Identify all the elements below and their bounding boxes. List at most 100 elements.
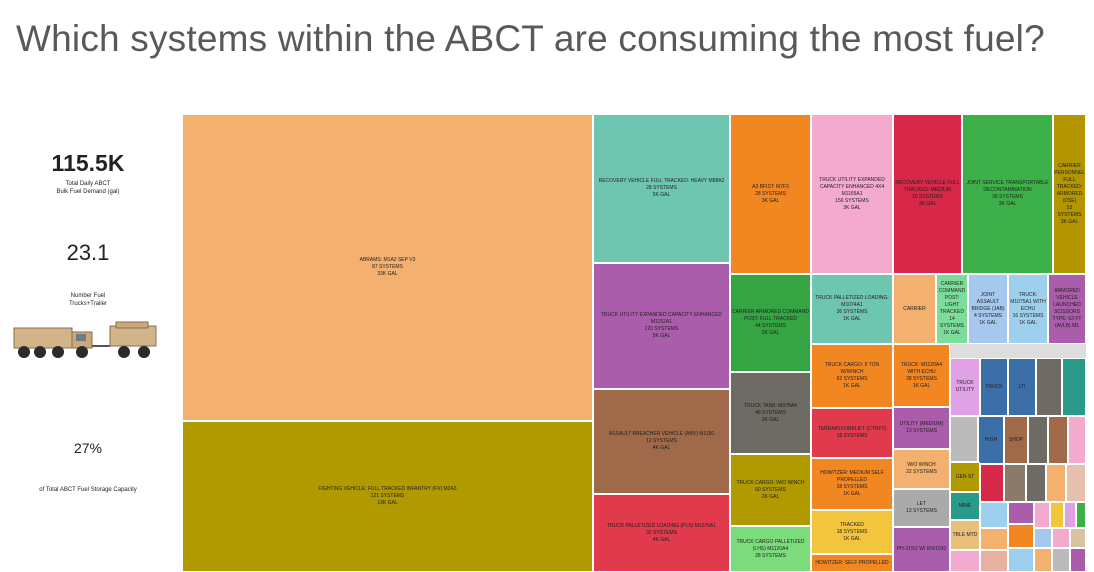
treemap-cell[interactable]: TRUCK — [980, 358, 1008, 416]
treemap-cell-small[interactable] — [980, 502, 1008, 528]
treemap-cell[interactable]: TRUCK CARGO PALLETIZED (LHS) M1120A4 28 … — [730, 526, 811, 572]
fuel-treemap: ABRAMS: M1A2 SEP V3 87 systems 33K gal FI… — [182, 114, 1086, 572]
treemap-cell-label: MINE — [958, 502, 972, 509]
fuel-truck-trailer-icon — [13, 321, 157, 358]
treemap-cell[interactable]: RECOVERY VEHICLE FULL TRACKED: HEAVY M88… — [593, 114, 730, 263]
treemap-cell-small[interactable] — [1028, 416, 1048, 464]
treemap-cell-label: TRUCK UTILITY EXPANDED CAPACITY ENHANCED… — [819, 176, 885, 211]
treemap-cell[interactable]: TRUCK PALLETIZED LOADING (PLS) M1075A1 3… — [593, 494, 730, 572]
treemap-cell-small[interactable] — [1052, 528, 1070, 548]
treemap-cell-label: LET 13 systems — [906, 501, 937, 514]
treemap-cell-small[interactable] — [1004, 464, 1026, 502]
treemap-cell[interactable]: RECOVERY VEHICLE FULL TRACKED: MEDIUM 16… — [893, 114, 962, 274]
treemap-cell-label: JOINT SERVICE TRANSPORTABLE DECONTAMINAT… — [966, 180, 1049, 207]
treemap-cell-small[interactable] — [950, 416, 978, 462]
treemap-cell-small[interactable] — [1034, 548, 1052, 572]
treemap-cell-label: HIGH — [984, 436, 998, 443]
treemap-cell[interactable]: CARRIER PERSONNEL FULL TRACKED: ARMORED … — [1053, 114, 1086, 274]
treemap-cell[interactable]: TERRAIN FORKLIFT (CTRFT) 18 systems — [811, 408, 893, 458]
treemap-cell-small[interactable] — [1026, 464, 1046, 502]
treemap-cell-small[interactable] — [1036, 358, 1062, 416]
treemap-cell-label: ARMORED VEHICLE LAUNCHED SCISSORS TYPE: … — [1052, 288, 1082, 329]
treemap-cell-small[interactable] — [1052, 548, 1070, 572]
treemap-cell[interactable]: TRUCK TANK: M978A4 48 systems 2K gal — [730, 372, 811, 454]
treemap-cell-small[interactable] — [1066, 464, 1086, 502]
treemap-cell-small[interactable] — [950, 550, 980, 572]
treemap-cell-label: ASSAULT BREACHER VEHICLE (ABV) M1150 12 … — [608, 431, 715, 451]
treemap-cell[interactable]: LET 13 systems — [893, 489, 950, 527]
treemap-cell-label: CARRIER ARMORED COMMAND POST: FULL TRACK… — [732, 309, 809, 336]
treemap-cell-label: TRACKED 18 systems 1K gal — [836, 521, 868, 542]
treemap-cell-small[interactable] — [1050, 502, 1064, 528]
treemap-cell-label: TRUCK PALLETIZED LOADING: M1074A1 36 sys… — [815, 295, 889, 322]
treemap-cell-small[interactable] — [1070, 548, 1086, 572]
treemap-cell-label: UTILITY (MEDIUM) 13 systems — [899, 421, 944, 434]
treemap-cell-small[interactable] — [1048, 416, 1068, 464]
treemap-cell[interactable]: MINE — [950, 492, 980, 520]
treemap-cell-small[interactable] — [1008, 548, 1034, 572]
treemap-cell[interactable]: HIGH — [978, 416, 1004, 464]
treemap-cell-label: TRUCK — [985, 383, 1003, 390]
treemap-cell-label: JOINT ASSAULT BRIDGE (JAB) 4 systems 1K … — [971, 291, 1005, 326]
treemap-cell-label: TRUCK CARGO: 5 TON W/WINCH 62 systems 1K… — [824, 362, 880, 389]
treemap-cell-small[interactable] — [1008, 524, 1034, 548]
treemap-cell-small[interactable] — [1008, 502, 1034, 524]
treemap-cell-small[interactable] — [1068, 416, 1086, 464]
kpi-storage-capacity-value: 27% — [73, 440, 103, 456]
treemap-cell[interactable]: TRUCK PALLETIZED LOADING: M1074A1 36 sys… — [811, 274, 893, 344]
treemap-cell[interactable]: A3 BFIST: M7F3 28 systems 3K gal — [730, 114, 811, 274]
kpi-total-demand-value: 115.5K — [51, 150, 125, 176]
treemap-cell[interactable]: ASSAULT BREACHER VEHICLE (ABV) M1150 12 … — [593, 389, 730, 494]
treemap-cell[interactable]: HOWITZER: SELF PROPELLED — [811, 554, 893, 572]
treemap-cell-small[interactable] — [1034, 502, 1050, 528]
treemap-cell[interactable]: CARRIER ARMORED COMMAND POST: FULL TRACK… — [730, 274, 811, 372]
treemap-cell[interactable]: ABRAMS: M1A2 SEP V3 87 systems 33K gal — [182, 114, 593, 421]
treemap-cell[interactable]: TRUCK UTILITY EXPANDED CAPACITY ENHANCED… — [811, 114, 893, 274]
treemap-cell[interactable]: JOINT SERVICE TRANSPORTABLE DECONTAMINAT… — [962, 114, 1053, 274]
treemap-cell[interactable]: TRUCK UTILITY — [950, 358, 980, 416]
treemap-cell-small[interactable] — [1062, 358, 1086, 416]
kpi-fuel-trucks-value: 23.1 — [66, 240, 110, 265]
treemap-cell-label: TRUCK: M1120A4 WITH ECHU 28 systems 1K g… — [900, 361, 943, 389]
treemap-cell[interactable]: JOINT ASSAULT BRIDGE (JAB) 4 systems 1K … — [968, 274, 1008, 344]
treemap-cell-label: FIGHTING VEHICLE: FULL TRACKED INFANTRY … — [318, 486, 457, 506]
treemap-cell[interactable]: W/O WINCH 22 systems — [893, 449, 950, 489]
treemap-cell[interactable]: CARRIER — [893, 274, 936, 344]
treemap-cell-label: CARRIER — [903, 305, 926, 312]
treemap-cell-small[interactable] — [980, 550, 1008, 572]
treemap-cell[interactable]: TRUCK CARGO: W/O WINCH 60 systems 2K gal — [730, 454, 811, 526]
treemap-cell[interactable]: CARRIER COMMAND POST: LIGHT TRACKED 14 s… — [936, 274, 968, 344]
treemap-cell-small[interactable] — [1034, 528, 1052, 548]
treemap-cell-small[interactable] — [1046, 464, 1066, 502]
treemap-cell-label: RECOVERY VEHICLE FULL TRACKED: MEDIUM 16… — [895, 180, 960, 207]
treemap-cell[interactable]: TBLE MTD — [950, 520, 980, 550]
treemap-cell-label: A3 BFIST: M7F3 28 systems 3K gal — [752, 183, 789, 204]
treemap-cell[interactable]: UTILITY (MEDIUM) 13 systems — [893, 407, 950, 449]
treemap-cell[interactable]: TRUCK: M1120A4 WITH ECHU 28 systems 1K g… — [893, 344, 950, 407]
treemap-cell-label: CARRIER COMMAND POST: LIGHT TRACKED 14 s… — [938, 281, 966, 336]
treemap-cell-label: RECOVERY VEHICLE FULL TRACKED: HEAVY M88… — [598, 178, 725, 198]
treemap-cell-label: TBLE MTD — [952, 531, 978, 538]
treemap-cell[interactable]: SHOP — [1004, 416, 1028, 464]
treemap-cell[interactable]: ARMORED VEHICLE LAUNCHED SCISSORS TYPE: … — [1048, 274, 1086, 344]
treemap-cell[interactable]: TRUCK CARGO: 5 TON W/WINCH 62 systems 1K… — [811, 344, 893, 408]
treemap-cell[interactable]: FIGHTING VEHICLE: FULL TRACKED INFANTRY … — [182, 421, 593, 572]
treemap-cell-label: HOWITZER: MEDIUM SELF PROPELLED 18 syste… — [820, 470, 884, 497]
kpi-total-demand-label: Total Daily ABCT Bulk Fuel Demand (gal) — [56, 181, 120, 195]
treemap-cell[interactable]: HOWITZER: MEDIUM SELF PROPELLED 18 syste… — [811, 458, 893, 510]
treemap-cell-small[interactable] — [1064, 502, 1076, 528]
treemap-cell[interactable]: PH-215/2 W/ KN/1030 — [893, 527, 950, 572]
treemap-cell-small[interactable] — [980, 464, 1004, 502]
treemap-cell[interactable]: TRACKED 18 systems 1K gal — [811, 510, 893, 554]
treemap-cell-label: TRUCK TANK: M978A4 48 systems 2K gal — [744, 402, 797, 423]
treemap-cell[interactable]: TRUCK: M1075A1 WITH ECHU 16 systems 1K g… — [1008, 274, 1048, 344]
treemap-cell-small[interactable] — [980, 528, 1008, 550]
treemap-cell-label: TRUCK: M1075A1 WITH ECHU 16 systems 1K g… — [1010, 291, 1046, 326]
treemap-cell-label: TERRAIN FORKLIFT (CTRFT) 18 systems — [817, 426, 887, 439]
treemap-cell-small[interactable] — [1076, 502, 1086, 528]
treemap-cell-label: TRUCK UTILITY — [955, 380, 975, 393]
treemap-cell-small[interactable] — [1070, 528, 1086, 548]
treemap-cell[interactable]: TRUCK UTILITY EXPANDED CAPACITY ENHANCED… — [593, 263, 730, 389]
treemap-cell[interactable]: LTI — [1008, 358, 1036, 416]
treemap-cell[interactable]: GEN ST — [950, 462, 980, 492]
